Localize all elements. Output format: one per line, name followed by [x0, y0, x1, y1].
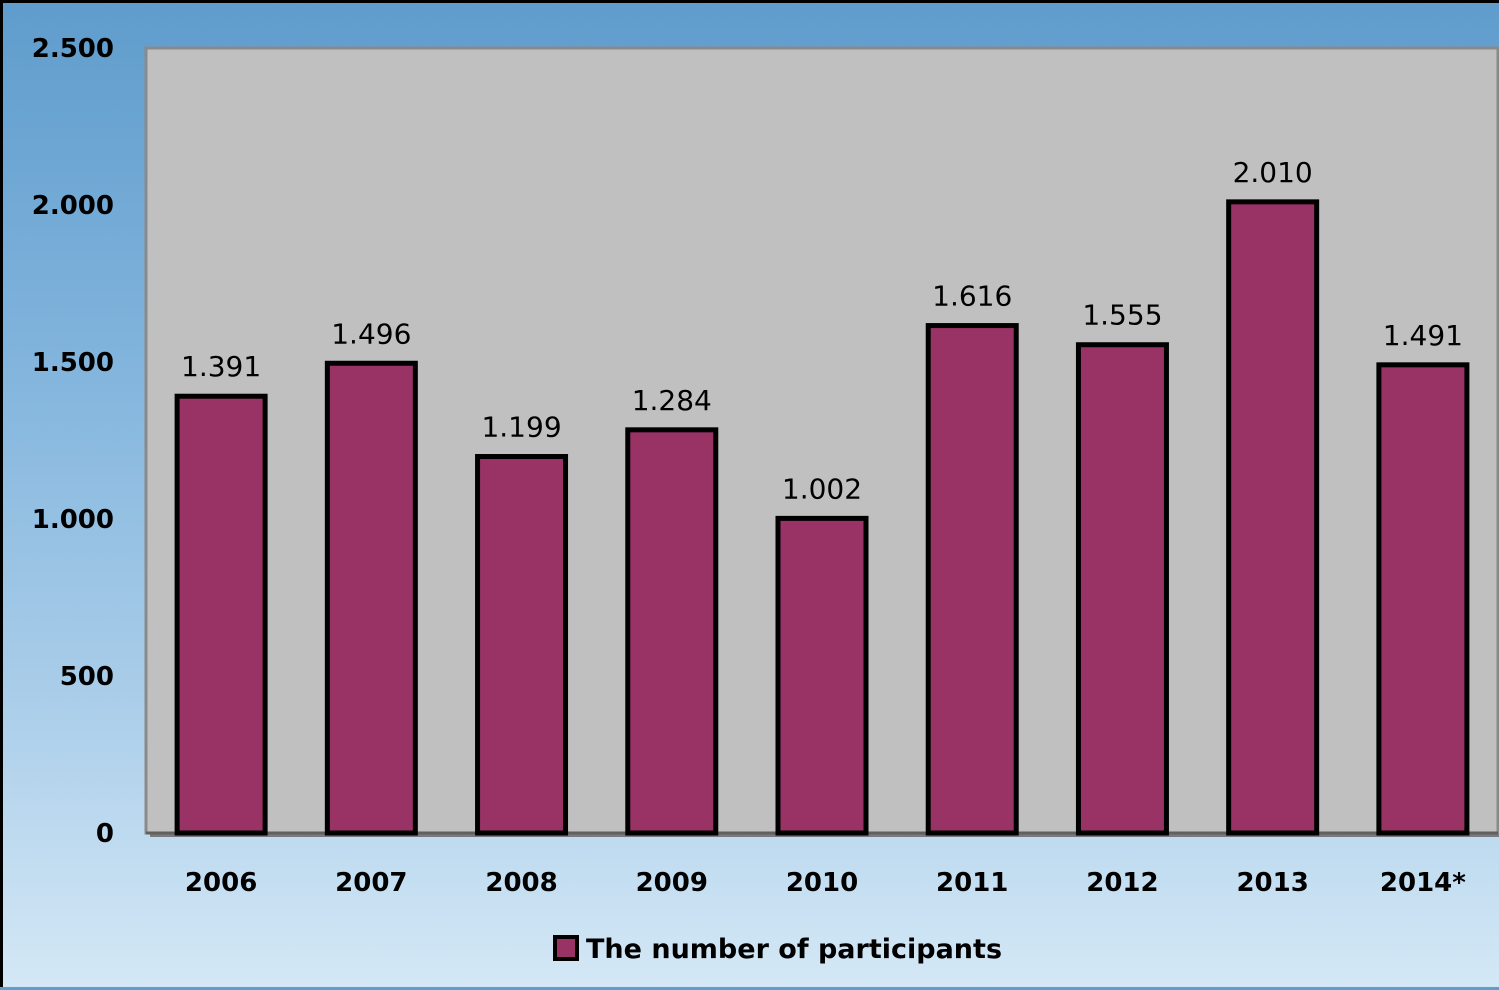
data-label: 1.496 — [331, 317, 411, 350]
x-axis-ticks: 2006 2007 2008 2009 2010 2011 2012 2013 2014* — [185, 868, 1466, 898]
x-tick-label: 2006 — [185, 868, 257, 898]
legend: The number of participants — [555, 934, 1002, 965]
y-tick-label: 2.000 — [32, 191, 114, 221]
x-tick-label: 2007 — [335, 868, 407, 898]
y-tick-label: 0 — [96, 819, 114, 849]
bar — [778, 518, 866, 833]
y-tick-label: 1.000 — [32, 505, 114, 535]
data-label: 1.616 — [932, 280, 1012, 313]
legend-swatch — [555, 937, 577, 959]
x-tick-label: 2012 — [1086, 868, 1158, 898]
bar — [1379, 365, 1467, 833]
data-label: 1.555 — [1082, 299, 1162, 332]
bar — [1229, 202, 1317, 833]
x-tick-label: 2009 — [636, 868, 708, 898]
legend-label: The number of participants — [586, 934, 1002, 965]
bar-chart: 0 500 1.000 1.500 2.000 2.500 1.391 1.496 1.199… — [3, 3, 1499, 990]
x-tick-label: 2011 — [936, 868, 1008, 898]
bar — [628, 430, 716, 833]
bar — [177, 396, 265, 833]
data-label: 1.391 — [181, 350, 261, 383]
y-axis-ticks: 0 500 1.000 1.500 2.000 2.500 — [32, 34, 114, 849]
y-tick-label: 500 — [60, 662, 114, 692]
data-label: 1.002 — [782, 472, 862, 505]
bar — [928, 326, 1016, 833]
x-tick-label: 2014* — [1380, 868, 1466, 898]
y-tick-label: 1.500 — [32, 348, 114, 378]
x-tick-label: 2010 — [786, 868, 858, 898]
data-label: 1.199 — [481, 411, 561, 444]
bar — [478, 457, 566, 833]
bar — [1078, 345, 1166, 833]
data-label: 1.284 — [632, 384, 712, 417]
data-label: 2.010 — [1233, 156, 1313, 189]
x-tick-label: 2013 — [1236, 868, 1308, 898]
bar — [327, 363, 415, 833]
y-tick-label: 2.500 — [32, 34, 114, 64]
data-label: 1.491 — [1383, 319, 1463, 352]
x-tick-label: 2008 — [485, 868, 557, 898]
